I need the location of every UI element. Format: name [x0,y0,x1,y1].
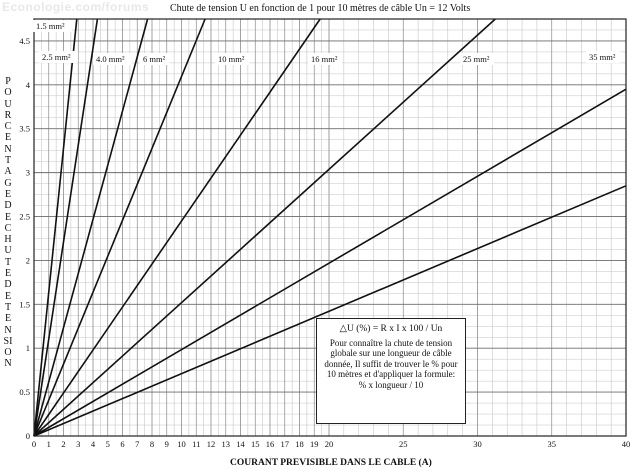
x-tick-label: 35 [548,439,557,449]
series-label: 4.0 mm² [96,54,125,64]
series-line [33,88,627,437]
series-label-bg [215,53,250,65]
x-tick-label: 1 [47,439,51,449]
y-tick-label: 2.5 [19,212,30,222]
x-tick-label: 9 [165,439,169,449]
series-label-bg [140,53,170,65]
series-label-bg [308,53,343,65]
x-tick-label: 17 [281,439,290,449]
x-tick-label: 15 [251,439,260,449]
series-line [33,18,496,437]
y-tick-label: 3 [26,168,30,178]
x-tick-label: 0 [32,439,36,449]
series-label-bg [93,53,132,65]
x-tick-label: 11 [192,439,200,449]
axis-frame [33,18,627,437]
formula-explanation: Pour connaître la chute de tension globa… [324,337,458,390]
x-tick-label: 19 [310,439,319,449]
x-tick-label: 4 [91,439,96,449]
series-label: 1.5 mm² [36,21,65,31]
series-line [33,18,149,437]
y-tick-label: 4 [26,80,31,90]
chart-title: Chute de tension U en fonction de 1 pour… [170,3,471,14]
series-label: 10 mm² [218,54,245,64]
y-tick-labels: 0 0.5 1 1.5 2 2.5 3 3.5 4 4.5 [19,36,30,441]
series-label-bg [460,53,495,65]
x-tick-label: 5 [106,439,110,449]
x-tick-label: 10 [177,439,186,449]
x-axis-label: COURANT PREVISIBLE DANS LE CABLE (A) [230,458,432,468]
series-label: 2.5 mm² [42,52,71,62]
series-label-bg [33,20,72,32]
x-tick-label: 14 [236,439,245,449]
series-line [33,18,321,437]
x-tick-label: 12 [207,439,216,449]
watermark: Econologie.com/forums [2,0,150,14]
series-label-bg [586,51,621,63]
series-labels: 1.5 mm² 2.5 mm² 4.0 mm² 6 mm² 10 mm² 16 mm² 25… [33,20,621,65]
y-tick-label: 0 [26,431,30,441]
x-tick-label: 25 [399,439,408,449]
x-tick-label: 6 [120,439,124,449]
x-tick-label: 16 [266,439,275,449]
plot-frame [33,18,627,437]
y-tick-label: 3.5 [19,124,30,134]
y-axis-label: POURCENTAGE DE CHUTE DE TENSION [3,76,13,370]
series-label: 35 mm² [589,52,616,62]
y-tick-label: 2 [26,255,30,265]
x-tick-label: 18 [295,439,304,449]
series-label: 6 mm² [143,54,166,64]
series-label: 25 mm² [463,54,490,64]
y-tick-label: 0.5 [19,387,30,397]
x-tick-label: 8 [150,439,154,449]
series-lines [33,18,627,437]
y-tick-label: 1.5 [19,299,30,309]
series-label: 16 mm² [311,54,338,64]
x-tick-label: 40 [622,439,631,449]
series-line [33,18,206,437]
y-tick-label: 1 [26,343,30,353]
x-tick-label: 13 [222,439,231,449]
x-tick-label: 20 [325,439,334,449]
y-tick-label: 4.5 [19,36,30,46]
x-tick-labels: 0 1 2 3 4 5 6 7 8 9 10 11 12 13 14 15 16 17 18 19 20 25 30 35 40 [32,439,630,449]
series-line [33,18,99,437]
x-tick-label: 7 [135,439,139,449]
series-line [33,185,627,437]
x-tick-label: 2 [61,439,65,449]
formula-text: △U (%) = R x I x 100 / Un [339,324,443,334]
x-tick-label: 30 [473,439,482,449]
series-label-bg [39,51,78,63]
series-line [33,18,78,437]
x-tick-label: 3 [76,439,80,449]
formula-box: △U (%) = R x I x 100 / Un Pour connaître… [316,318,466,424]
